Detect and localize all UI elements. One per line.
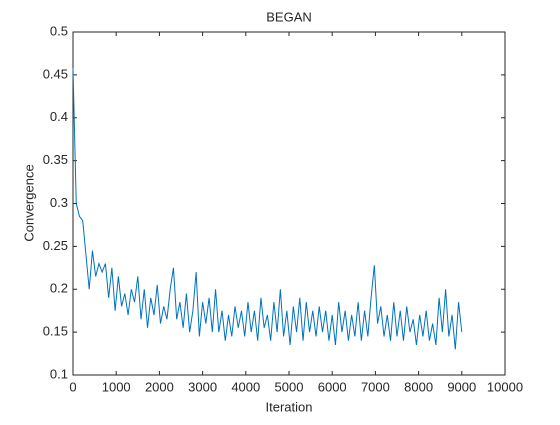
x-tick-label: 3000 [188, 379, 217, 394]
x-tick-label: 9000 [447, 379, 476, 394]
y-tick-label: 0.5 [50, 23, 68, 38]
axes-box [72, 31, 506, 376]
x-tick-label: 6000 [318, 379, 347, 394]
y-tick-label: 0.4 [50, 109, 68, 124]
y-tick-label: 0.1 [50, 366, 68, 381]
chart-title: BEGAN [266, 9, 312, 24]
x-tick-label: 2000 [145, 379, 174, 394]
x-tick-label: 5000 [275, 379, 304, 394]
y-tick-label: 0.35 [43, 152, 68, 167]
y-axis-label: Convergence [21, 164, 36, 241]
x-tick-label: 10000 [487, 379, 523, 394]
y-tick-label: 0.2 [50, 281, 68, 296]
y-tick-label: 0.3 [50, 195, 68, 210]
data-line [72, 68, 463, 350]
x-tick-label: 8000 [404, 379, 433, 394]
x-tick-label: 1000 [102, 379, 131, 394]
y-tick-label: 0.15 [43, 324, 68, 339]
x-tick-label: 7000 [361, 379, 390, 394]
x-tick-label: 0 [69, 379, 76, 394]
y-tick-label: 0.45 [43, 66, 68, 81]
y-tick-label: 0.25 [43, 238, 68, 253]
x-axis-label: Iteration [266, 399, 313, 414]
x-tick-label: 4000 [231, 379, 260, 394]
